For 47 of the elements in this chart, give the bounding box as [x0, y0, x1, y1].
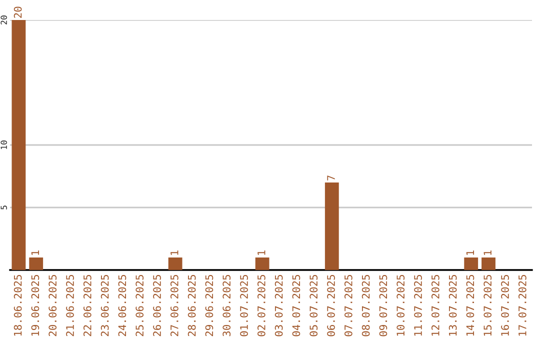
- y-tick-label: 5: [0, 206, 7, 210]
- x-tick-label: 30.06.2025: [222, 275, 231, 336]
- x-tick-label: 08.07.2025: [362, 275, 370, 336]
- x-tick-label: 28.06.2025: [188, 275, 196, 336]
- bar: [324, 182, 339, 270]
- x-tick-label: 22.06.2025: [83, 275, 92, 336]
- x-tick-label: 01.07.2025: [240, 275, 248, 336]
- x-tick-label: 06.07.2025: [327, 275, 335, 336]
- bar: [255, 258, 270, 270]
- x-tick-label: 21.06.2025: [66, 275, 74, 336]
- data-label: 1: [466, 250, 474, 255]
- x-tick-label: 12.07.2025: [431, 275, 440, 336]
- bar: [168, 258, 182, 270]
- data-label: 1: [484, 250, 492, 255]
- x-tick-label: 02.07.2025: [257, 275, 266, 336]
- x-tick-label: 18.06.2025: [14, 275, 22, 336]
- x-tick-label: 09.07.2025: [379, 275, 388, 336]
- data-label: 20: [14, 6, 22, 18]
- x-tick-label: 05.07.2025: [310, 275, 318, 336]
- y-tick-label: 10: [0, 140, 7, 150]
- x-tick-label: 07.07.2025: [344, 275, 352, 336]
- data-label: 1: [258, 250, 266, 255]
- bar: [29, 258, 44, 270]
- x-tick-label: 23.06.2025: [100, 275, 109, 336]
- x-tick-label: 03.07.2025: [274, 275, 283, 336]
- x-tick-label: 19.06.2025: [31, 275, 40, 336]
- x-tick-label: 25.06.2025: [136, 275, 144, 336]
- x-tick-label: 26.06.2025: [153, 275, 161, 336]
- x-tick-label: 29.06.2025: [205, 275, 214, 336]
- x-tick-label: 13.07.2025: [448, 275, 457, 336]
- data-label: 1: [31, 250, 39, 255]
- x-tick-label: 20.06.2025: [48, 275, 57, 336]
- x-tick-label: 16.07.2025: [501, 275, 509, 336]
- y-tick-label: 20: [0, 16, 7, 24]
- x-tick-label: 04.07.2025: [292, 275, 300, 336]
- data-label: 1: [170, 250, 178, 255]
- x-tick-label: 24.06.2025: [118, 275, 126, 336]
- x-tick-label: 11.07.2025: [414, 275, 422, 336]
- bar: [464, 258, 478, 270]
- x-tick-label: 15.07.2025: [484, 275, 492, 336]
- x-tick-label: 14.07.2025: [466, 275, 474, 336]
- x-tick-label: 10.07.2025: [396, 275, 405, 336]
- bar: [12, 20, 26, 270]
- x-tick-label: 27.06.2025: [170, 275, 178, 336]
- data-label: 7: [327, 176, 335, 180]
- bar: [482, 258, 496, 270]
- x-tick-label: 17.07.2025: [518, 275, 526, 336]
